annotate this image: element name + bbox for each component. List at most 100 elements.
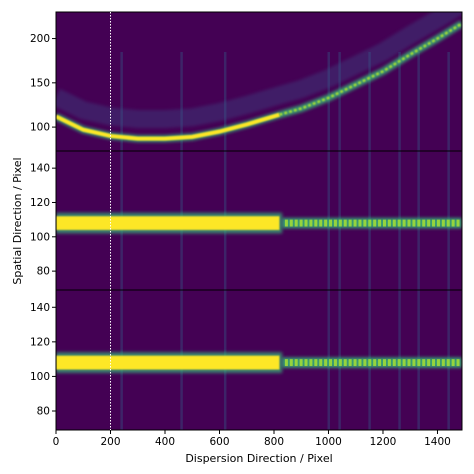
trace-fringe-1326 xyxy=(417,219,421,227)
panel-top xyxy=(56,12,462,151)
x-ticks: 0 200 400 600 800 1000 1200 1400 xyxy=(53,430,451,448)
trace-fringe-1452 xyxy=(451,359,455,367)
trace-core xyxy=(56,355,280,370)
trace-fringe-1038 xyxy=(338,359,342,367)
trace-fringe-1344 xyxy=(422,219,426,227)
emission-line-top-7 xyxy=(417,52,420,151)
panel-bottom-frame xyxy=(55,289,463,431)
y-tick-label-middle-3: 140 xyxy=(30,163,50,175)
y-tick-label-top-1: 150 xyxy=(30,77,50,89)
x-tick-label-1: 200 xyxy=(100,436,120,448)
trace-fringe-1182 xyxy=(378,359,382,367)
trace-fringe-912 xyxy=(304,359,308,367)
trace-fringe-1434 xyxy=(446,359,450,367)
trace-fringe-1146 xyxy=(368,359,372,367)
trace-fringe-1092 xyxy=(353,219,357,227)
trace-fringe-1398 xyxy=(436,359,440,367)
x-tick-label-2: 400 xyxy=(155,436,175,448)
emission-line-top-5 xyxy=(368,52,371,151)
trace-fringe-1236 xyxy=(392,359,396,367)
trace-fringe-1038 xyxy=(338,219,342,227)
trace-fringe-1200 xyxy=(382,359,386,367)
x-tick-label-6: 1200 xyxy=(370,436,397,448)
emission-line-top-6 xyxy=(398,52,401,151)
trace-fringe-948 xyxy=(314,219,318,227)
trace-fringe-1398 xyxy=(436,219,440,227)
trace-fringe-1164 xyxy=(373,359,377,367)
trace-core xyxy=(56,216,280,230)
trace-fringe-1326 xyxy=(417,359,421,367)
trace-fringe-1416 xyxy=(441,219,445,227)
y-ticks: 100 150 200 80 100 120 140 80 100 120 140 xyxy=(30,33,56,417)
trace-fringe-1470 xyxy=(456,359,460,367)
trace-fringe-1128 xyxy=(363,359,367,367)
trace-fringe-1254 xyxy=(397,219,401,227)
trace-fringe-1452 xyxy=(451,219,455,227)
trace-fringe-1110 xyxy=(358,359,362,367)
trace-fringe-1362 xyxy=(427,359,431,367)
x-tick-label-5: 1000 xyxy=(315,436,342,448)
trace-fringe-1056 xyxy=(343,219,347,227)
trace-fringe-1236 xyxy=(392,219,396,227)
trace-fringe-1002 xyxy=(329,219,333,227)
trace-fringe-1182 xyxy=(378,219,382,227)
trace-fringe-1110 xyxy=(358,219,362,227)
trace-fringe-858 xyxy=(289,219,293,227)
trace-fringe-1290 xyxy=(407,219,411,227)
trace-fringe-1290 xyxy=(407,359,411,367)
trace-fringe-1056 xyxy=(343,359,347,367)
trace-fringe-1146 xyxy=(368,219,372,227)
trace-fringe-966 xyxy=(319,219,323,227)
trace-core xyxy=(56,112,281,141)
trace-fringe-1272 xyxy=(402,359,406,367)
y-tick-label-top-2: 200 xyxy=(30,33,50,45)
x-axis-label: Dispersion Direction / Pixel xyxy=(185,452,332,465)
trace-faint-halo xyxy=(282,357,462,368)
y-tick-label-middle-2: 120 xyxy=(30,197,50,209)
trace-fringe-1218 xyxy=(387,219,391,227)
trace-fringe-1020 xyxy=(333,219,337,227)
trace-fringe-984 xyxy=(324,219,328,227)
trace-fringe-912 xyxy=(304,219,308,227)
trace-fringe-1470 xyxy=(456,219,460,227)
trace-fringe-840 xyxy=(284,359,288,367)
trace-fringe-1344 xyxy=(422,359,426,367)
trace-fringe-1380 xyxy=(432,359,436,367)
panel-bottom xyxy=(56,290,462,430)
trace-fringe-1254 xyxy=(397,359,401,367)
y-axis-label: Spatial Direction / Pixel xyxy=(11,157,24,284)
trace-faint-halo xyxy=(282,217,462,229)
emission-line-top-0 xyxy=(120,52,123,151)
trace-fringe-1380 xyxy=(432,219,436,227)
trace-fringe-876 xyxy=(294,219,298,227)
emission-line-top-1 xyxy=(180,52,183,151)
trace-fringe-1308 xyxy=(412,359,416,367)
y-tick-label-middle-1: 100 xyxy=(30,231,50,243)
trace-fringe-1074 xyxy=(348,219,352,227)
x-tick-label-4: 800 xyxy=(264,436,284,448)
trace-fringe-1272 xyxy=(402,219,406,227)
trace-fringe-930 xyxy=(309,359,313,367)
y-tick-label-bottom-1: 100 xyxy=(30,371,50,383)
trace-fringe-1092 xyxy=(353,359,357,367)
trace-fringe-1002 xyxy=(329,359,333,367)
trace-fringe-1200 xyxy=(382,219,386,227)
trace-fringe-1416 xyxy=(441,359,445,367)
trace-sky-band xyxy=(56,12,462,129)
trace-fringe-1218 xyxy=(387,359,391,367)
y-tick-label-middle-0: 80 xyxy=(37,266,50,278)
trace-fringe-1434 xyxy=(446,219,450,227)
trace-fringe-1074 xyxy=(348,359,352,367)
trace-fringe-840 xyxy=(284,219,288,227)
trace-fringe-858 xyxy=(289,359,293,367)
x-tick-label-0: 0 xyxy=(53,436,60,448)
x-tick-label-3: 600 xyxy=(209,436,229,448)
trace-fringe-966 xyxy=(319,359,323,367)
y-tick-label-bottom-0: 80 xyxy=(37,405,50,417)
panel-middle xyxy=(56,151,462,290)
trace-fringe-984 xyxy=(324,359,328,367)
trace-fringe-876 xyxy=(294,359,298,367)
trace-fringe-1020 xyxy=(333,359,337,367)
y-tick-label-top-0: 100 xyxy=(30,122,50,134)
